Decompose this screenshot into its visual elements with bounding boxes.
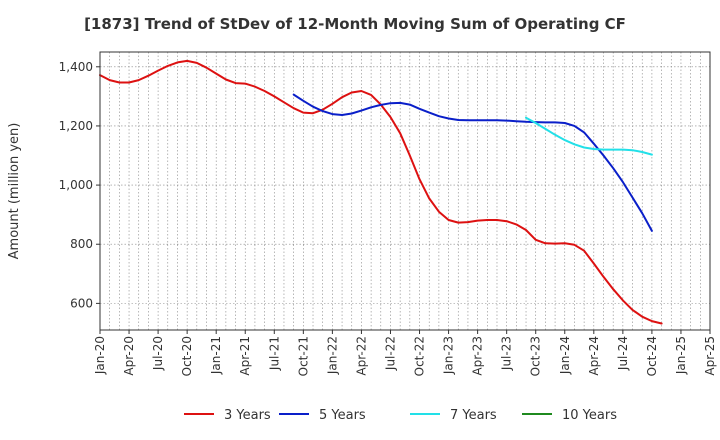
plot-area xyxy=(99,51,711,331)
x-tick-label: Apr-21 xyxy=(238,336,252,376)
legend-label: 10 Years xyxy=(562,408,617,423)
grid xyxy=(100,52,710,330)
y-tick-label: 1,400 xyxy=(59,60,93,74)
legend-label: 7 Years xyxy=(450,408,497,423)
x-tick-label: Apr-25 xyxy=(703,336,717,376)
x-tick-label: Apr-20 xyxy=(122,336,136,376)
x-axis: Jan-20 Apr-20 Jul-20 Oct-20 Jan-21 Apr-21 Jul-… xyxy=(93,330,717,376)
x-tick-label: Jan-24 xyxy=(558,336,572,375)
x-tick-label: Jan-23 xyxy=(442,336,456,375)
y-tick-label: 1,200 xyxy=(59,119,93,133)
x-tick-label: Oct-20 xyxy=(180,336,194,376)
x-tick-label: Oct-21 xyxy=(296,336,310,376)
x-tick-label: Jul-22 xyxy=(383,336,397,371)
y-tick-label: 600 xyxy=(70,296,93,310)
x-tick-label: Oct-22 xyxy=(413,336,427,376)
x-tick-label: Apr-22 xyxy=(354,336,368,376)
y-axis: 600 800 1,000 1,200 1,400 xyxy=(59,60,100,310)
x-tick-label: Oct-24 xyxy=(645,336,659,376)
legend-label: 5 Years xyxy=(319,408,366,423)
x-tick-label: Jul-24 xyxy=(616,336,630,371)
legend: 3 Years 5 Years 7 Years 10 Years xyxy=(184,408,617,423)
x-tick-label: Apr-24 xyxy=(587,336,601,376)
series-line-7-years xyxy=(525,116,653,156)
x-tick-label: Jan-21 xyxy=(209,336,223,375)
x-tick-label: Jul-23 xyxy=(500,336,514,371)
x-tick-label: Jul-20 xyxy=(151,336,165,371)
x-tick-label: Jan-20 xyxy=(93,336,107,375)
y-axis-label: Amount (million yen) xyxy=(7,123,22,260)
y-tick-label: 800 xyxy=(70,237,93,251)
series-lines xyxy=(99,59,663,325)
y-tick-label: 1,000 xyxy=(59,178,93,192)
x-tick-label: Jul-21 xyxy=(267,336,281,371)
x-tick-label: Oct-23 xyxy=(529,336,543,376)
series-line-5-years xyxy=(292,93,653,232)
x-tick-label: Apr-23 xyxy=(471,336,485,376)
x-tick-label: Jan-22 xyxy=(325,336,339,375)
chart-title: [1873] Trend of StDev of 12-Month Moving… xyxy=(84,15,626,33)
x-tick-label: Jan-25 xyxy=(674,336,688,375)
legend-label: 3 Years xyxy=(224,408,271,423)
